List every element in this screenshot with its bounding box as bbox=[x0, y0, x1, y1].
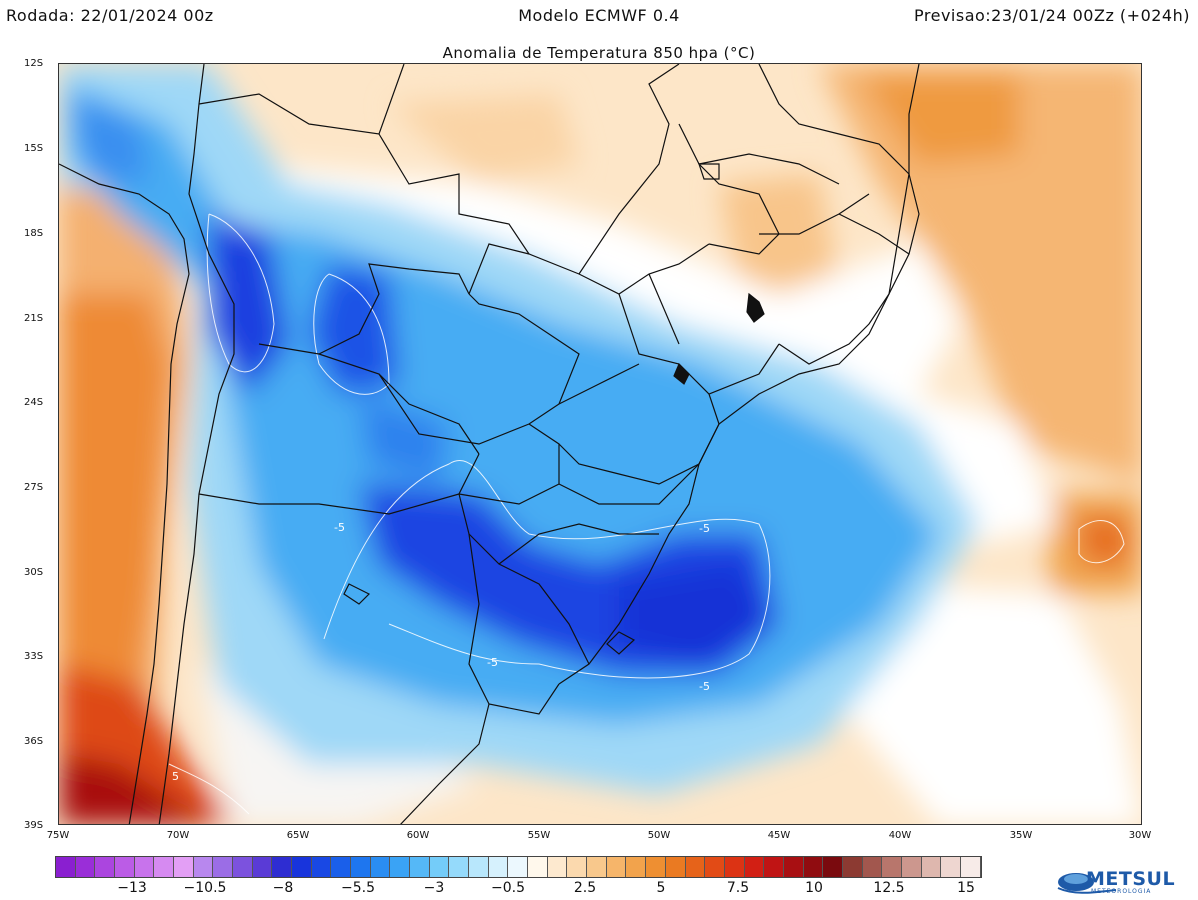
colorbar-cell bbox=[960, 857, 981, 877]
colorbar-cell bbox=[901, 857, 922, 877]
colorbar-cell bbox=[646, 857, 666, 877]
colorbar-label: −5.5 bbox=[341, 880, 375, 896]
lon-label: 55W bbox=[527, 830, 551, 841]
colorbar-cell bbox=[882, 857, 902, 877]
colorbar-label: −13 bbox=[117, 880, 147, 896]
colorbar-cell bbox=[783, 857, 804, 877]
contour-label: -5 bbox=[334, 521, 345, 534]
colorbar-label: −10.5 bbox=[183, 880, 227, 896]
colorbar-cell bbox=[488, 857, 509, 877]
colorbar-cell bbox=[390, 857, 411, 877]
colorbar-cell bbox=[921, 857, 942, 877]
metsul-logo-icon bbox=[1057, 873, 1117, 894]
colorbar-cell bbox=[626, 857, 647, 877]
colorbar bbox=[55, 856, 982, 878]
colorbar-cell bbox=[174, 857, 194, 877]
contour-lines bbox=[168, 213, 1125, 815]
colorbar-cell bbox=[233, 857, 253, 877]
lat-label: 30S bbox=[24, 567, 44, 578]
lon-label: 50W bbox=[647, 830, 671, 841]
contour-label: 5 bbox=[172, 770, 179, 783]
colorbar-cell bbox=[724, 857, 745, 877]
colorbar-cell bbox=[705, 857, 725, 877]
lon-label: 65W bbox=[286, 830, 310, 841]
lon-label: 75W bbox=[46, 830, 70, 841]
lat-label: 33S bbox=[24, 651, 44, 662]
lon-label: 60W bbox=[406, 830, 430, 841]
colorbar-label: 10 bbox=[805, 880, 823, 896]
lon-label: 40W bbox=[888, 830, 912, 841]
lat-label: 36S bbox=[24, 736, 44, 747]
colorbar-cell bbox=[941, 857, 961, 877]
colorbar-cell bbox=[665, 857, 686, 877]
colorbar-cell bbox=[449, 857, 470, 877]
colorbar-cell bbox=[134, 857, 155, 877]
colorbar-label: −8 bbox=[272, 880, 294, 896]
colorbar-cell bbox=[75, 857, 96, 877]
lat-label: 18S bbox=[24, 228, 44, 239]
colorbar-cell bbox=[95, 857, 116, 877]
colorbar-cell bbox=[193, 857, 214, 877]
anomaly-field bbox=[59, 64, 1141, 824]
lat-label: 24S bbox=[24, 397, 44, 408]
lon-label: 45W bbox=[767, 830, 791, 841]
colorbar-cell bbox=[213, 857, 234, 877]
colorbar-cell bbox=[587, 857, 607, 877]
lon-label: 35W bbox=[1009, 830, 1033, 841]
colorbar-cell bbox=[331, 857, 352, 877]
model-label: Modelo ECMWF 0.4 bbox=[518, 6, 680, 25]
lat-label: 15S bbox=[24, 143, 44, 154]
colorbar-cell bbox=[410, 857, 430, 877]
colorbar-cell bbox=[272, 857, 293, 877]
run-time-label: Rodada: 22/01/2024 00z bbox=[6, 6, 214, 25]
lat-label: 39S bbox=[24, 820, 44, 831]
colorbar-label: 5 bbox=[656, 880, 666, 896]
contour-label: -5 bbox=[699, 680, 710, 693]
lat-label: 21S bbox=[24, 313, 44, 324]
colorbar-cell bbox=[252, 857, 273, 877]
colorbar-cell bbox=[508, 857, 529, 877]
colorbar-cell bbox=[56, 857, 76, 877]
colorbar-cell bbox=[685, 857, 706, 877]
contour-label: -5 bbox=[699, 522, 710, 535]
lon-label: 70W bbox=[166, 830, 190, 841]
colorbar-cell bbox=[292, 857, 312, 877]
contour-label: -5 bbox=[487, 656, 498, 669]
temperature-anomaly-map[interactable]: -5 -5 -5 -5 5 bbox=[58, 63, 1142, 825]
logo-name: METSUL bbox=[1086, 868, 1176, 890]
lat-label: 27S bbox=[24, 482, 44, 493]
colorbar-cell bbox=[606, 857, 627, 877]
colorbar-cell bbox=[764, 857, 784, 877]
colorbar-cell bbox=[154, 857, 175, 877]
colorbar-label: 12.5 bbox=[873, 880, 905, 896]
colorbar-label: 2.5 bbox=[573, 880, 597, 896]
colorbar-cell bbox=[429, 857, 450, 877]
colorbar-cell bbox=[547, 857, 568, 877]
colorbar-cell bbox=[803, 857, 824, 877]
lat-label: 12S bbox=[24, 58, 44, 69]
colorbar-label: −3 bbox=[423, 880, 445, 896]
colorbar-cell bbox=[567, 857, 588, 877]
colorbar-cell bbox=[469, 857, 489, 877]
colorbar-cell bbox=[115, 857, 135, 877]
forecast-time-label: Previsao:23/01/24 00Zz (+024h) bbox=[914, 6, 1190, 25]
colorbar-label: 15 bbox=[957, 880, 975, 896]
lon-label: 30W bbox=[1128, 830, 1152, 841]
country-borders bbox=[59, 64, 920, 824]
colorbar-cell bbox=[370, 857, 391, 877]
colorbar-label: 7.5 bbox=[726, 880, 750, 896]
colorbar-cell bbox=[823, 857, 843, 877]
logo-subtitle: METEOROLOGIA bbox=[1091, 888, 1152, 895]
colorbar-cell bbox=[528, 857, 548, 877]
colorbar-label: −0.5 bbox=[491, 880, 525, 896]
colorbar-cell bbox=[842, 857, 863, 877]
colorbar-cell bbox=[311, 857, 332, 877]
colorbar-cell bbox=[744, 857, 765, 877]
colorbar-cell bbox=[351, 857, 371, 877]
map-title: Anomalia de Temperatura 850 hpa (°C) bbox=[442, 44, 756, 62]
colorbar-cell bbox=[862, 857, 883, 877]
